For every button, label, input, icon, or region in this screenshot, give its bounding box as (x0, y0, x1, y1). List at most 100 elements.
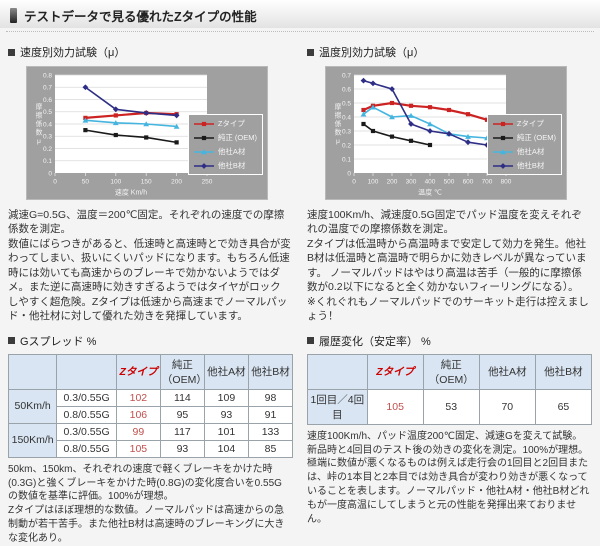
history-table-wrap: Zタイプ 純正（OEM） 他社A材 他社B材 1回目／4回目 105 53 70 65 (307, 353, 593, 425)
svg-text:0: 0 (53, 179, 57, 186)
svg-text:50: 50 (82, 179, 90, 186)
svg-text:0.3: 0.3 (342, 128, 351, 135)
temp-test-heading: 温度別効力試験（μ） (307, 44, 592, 60)
legend-item: 他社B材 (193, 160, 257, 171)
legend-label: 純正 (OEM) (516, 133, 556, 142)
svg-text:0.2: 0.2 (43, 146, 52, 153)
legend-swatch-icon (492, 121, 513, 126)
table-cell: 70 (478, 388, 536, 425)
page-title: テストデータで見る優れたZタイプの性能 (24, 9, 257, 24)
legend-label: 他社A材 (217, 147, 246, 156)
svg-text:800: 800 (501, 179, 512, 186)
svg-text:擦: 擦 (36, 110, 43, 119)
table-header-cell: 他社B材 (247, 353, 294, 390)
svg-text:0: 0 (48, 170, 52, 177)
table-cell: 109 (203, 388, 249, 407)
svg-text:200: 200 (387, 179, 398, 186)
svg-text:150: 150 (141, 179, 152, 186)
table-header-cell (56, 353, 117, 390)
square-bullet-icon (307, 337, 314, 345)
square-bullet-icon (8, 337, 15, 345)
content-columns: 速度別効力試験（μ） 0 0.1 0.2 0.3 0.4 0.5 0.6 0.7 0.8 0 50 1… (0, 32, 600, 546)
table-cell: 98 (247, 388, 294, 407)
table-header-cell (7, 353, 58, 390)
legend-swatch-icon (193, 162, 214, 169)
table-cell: 0.3/0.55G (56, 422, 117, 441)
svg-text:0.7: 0.7 (342, 72, 351, 79)
svg-text:0.7: 0.7 (43, 85, 52, 92)
gspread-heading: Gスプレッド % (8, 333, 293, 349)
table-cell: 105 (366, 388, 424, 425)
svg-text:100: 100 (368, 179, 379, 186)
table-header-cell: 他社A材 (203, 353, 249, 390)
svg-text:μ: μ (37, 138, 41, 145)
legend-swatch-icon (492, 135, 513, 140)
table-cell: 105 (115, 439, 161, 458)
table-cell: 91 (247, 405, 294, 424)
legend-swatch-icon (492, 148, 513, 154)
legend-swatch-icon (193, 148, 214, 154)
legend-label: Zタイプ (516, 119, 544, 128)
left-column: 速度別効力試験（μ） 0 0.1 0.2 0.3 0.4 0.5 0.6 0.7 0.8 0 50 1… (7, 38, 294, 546)
svg-text:0: 0 (347, 170, 351, 177)
svg-text:100: 100 (110, 179, 121, 186)
svg-text:0.5: 0.5 (43, 109, 52, 116)
temp-chart-panel: 0 0.1 0.2 0.3 0.4 0.5 0.6 0.7 0 100 200 300 400 500 60… (325, 66, 567, 200)
history-heading: 履歴変化（安定率） % (307, 333, 592, 349)
header-bullet-icon (10, 7, 17, 23)
square-bullet-icon (8, 48, 15, 56)
temp-test-description: 速度100Km/h、減速度0.5G固定でパッド温度を変えそれぞれの温度での摩擦係… (307, 209, 589, 323)
speed-chart: 0 0.1 0.2 0.3 0.4 0.5 0.6 0.7 0.8 0 50 100 150 200 250… (36, 72, 213, 196)
svg-text:300: 300 (406, 179, 417, 186)
table-cell: 50Km/h (7, 388, 58, 424)
legend-item: Zタイプ (193, 118, 257, 129)
table-cell: 114 (159, 388, 205, 407)
svg-text:温度 ℃: 温度 ℃ (418, 188, 442, 197)
table-cell: 0.3/0.55G (56, 388, 117, 407)
svg-text:μ: μ (336, 138, 340, 145)
svg-text:擦: 擦 (335, 110, 342, 119)
table-cell: 93 (203, 405, 249, 424)
table-cell: 53 (422, 388, 480, 425)
header-separator (6, 31, 594, 32)
svg-text:0.4: 0.4 (342, 114, 351, 121)
legend-item: 他社A材 (193, 146, 257, 157)
svg-text:500: 500 (444, 179, 455, 186)
table-cell: 104 (203, 439, 249, 458)
square-bullet-icon (307, 48, 314, 56)
speed-test-title: 速度別効力試験（μ） (20, 47, 126, 59)
table-cell: 102 (115, 388, 161, 407)
svg-text:400: 400 (425, 179, 436, 186)
legend-label: 純正 (OEM) (217, 133, 257, 142)
svg-text:200: 200 (171, 179, 182, 186)
right-column: 温度別効力試験（μ） 0 0.1 0.2 0.3 0.4 0.5 0.6 0.7 0 100 200… (307, 38, 593, 546)
table-cell: 65 (534, 388, 593, 425)
page-header: テストデータで見る優れたZタイプの性能 (0, 0, 600, 28)
table-cell: 95 (159, 405, 205, 424)
temp-chart: 0 0.1 0.2 0.3 0.4 0.5 0.6 0.7 0 100 200 300 400 500 60… (335, 72, 512, 197)
table-row: 150Km/h 0.3/0.55G 99 117 101 133 (7, 422, 294, 458)
svg-text:係: 係 (335, 119, 342, 128)
temp-chart-legend: Zタイプ 純正 (OEM) 他社A材 他社B材 (486, 114, 562, 175)
table-cell: 99 (115, 422, 161, 441)
svg-text:係: 係 (36, 119, 43, 128)
table-cell: 85 (247, 439, 294, 458)
legend-swatch-icon (492, 162, 513, 169)
svg-text:0.1: 0.1 (342, 156, 351, 163)
legend-swatch-icon (193, 121, 214, 126)
gspread-table-wrap: Zタイプ 純正（OEM） 他社A材 他社B材 50Km/h 0.3/0.55G 102 114… (7, 353, 294, 458)
svg-text:600: 600 (463, 179, 474, 186)
gspread-table: Zタイプ 純正（OEM） 他社A材 他社B材 50Km/h 0.3/0.55G 102 114… (7, 353, 294, 458)
table-header-cell: 他社A材 (478, 353, 536, 390)
svg-text:0.8: 0.8 (43, 72, 52, 79)
table-header-cell: 他社B材 (534, 353, 593, 390)
svg-text:摩: 摩 (36, 102, 43, 111)
legend-label: 他社B材 (217, 161, 246, 170)
svg-text:数: 数 (335, 127, 342, 136)
history-note: 速度100Km/h、パッド温度200℃固定、減速Gを変えて試験。 新品時と4回目… (307, 430, 590, 525)
table-row: 1回目／4回目 105 53 70 65 (307, 388, 593, 425)
table-cell: 0.8/0.55G (56, 405, 117, 424)
legend-item: 純正 (OEM) (193, 132, 257, 143)
legend-swatch-icon (193, 135, 214, 140)
speed-chart-legend: Zタイプ純正 (OEM) 他社A材他社B材 (187, 114, 263, 175)
